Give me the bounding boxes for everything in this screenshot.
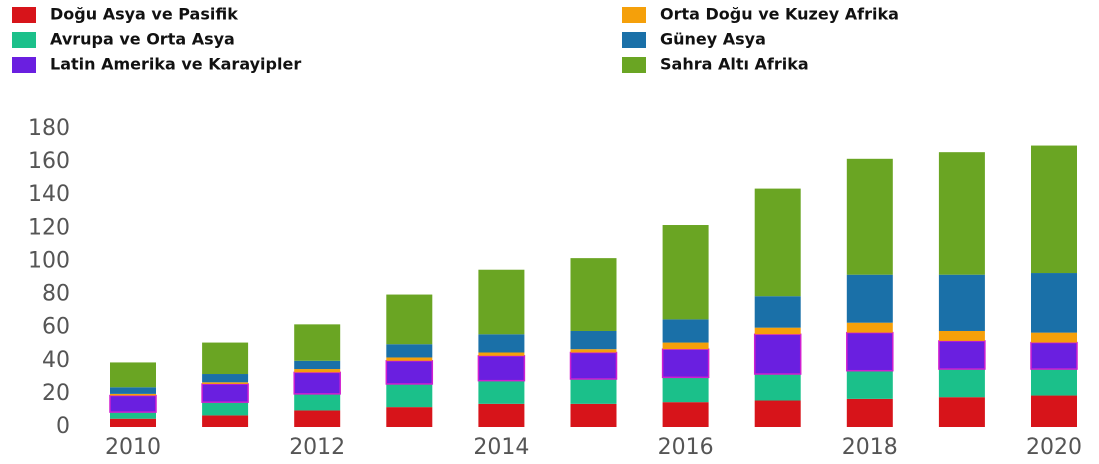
bar-segment: [662, 319, 709, 343]
bar-segment: [1031, 332, 1077, 343]
legend-label: Avrupa ve Orta Asya: [50, 30, 235, 49]
bar-segment: [294, 410, 341, 427]
bar-segment: [1031, 145, 1077, 274]
bar-segment: [846, 331, 894, 372]
bar-segment: [202, 415, 249, 427]
bar-segment: [1031, 369, 1077, 396]
y-tick-label: 180: [28, 116, 70, 141]
bar-segment: [754, 327, 801, 335]
bar-segment: [938, 330, 985, 341]
bar-segment: [294, 393, 341, 411]
bar-segment: [386, 344, 433, 358]
legend-swatch: [622, 7, 646, 23]
bar-segment: [201, 383, 249, 403]
bar-segment: [1031, 273, 1077, 333]
bar-segment: [569, 351, 618, 380]
bar-segment: [754, 400, 801, 427]
y-tick-label: 80: [42, 282, 70, 307]
y-tick-label: 40: [42, 348, 70, 373]
bar-segment: [938, 274, 985, 331]
bar-segment: [294, 360, 341, 370]
bar-segment: [477, 355, 526, 382]
bar-segment: [570, 403, 617, 427]
x-tick-label: 2012: [289, 435, 345, 460]
bar-segment: [846, 158, 893, 275]
legend-swatch: [12, 7, 36, 23]
bar-segment: [109, 394, 157, 413]
bar-segment: [478, 269, 525, 335]
bar-segment: [202, 382, 249, 384]
bar-segment: [846, 274, 893, 323]
y-tick-label: 0: [56, 414, 70, 439]
bar-segment: [385, 360, 434, 385]
bar-segment: [110, 412, 156, 419]
bar-segment: [386, 407, 433, 427]
legend-swatch: [622, 32, 646, 48]
x-tick-label: 2020: [1026, 435, 1082, 460]
bar-segment: [110, 418, 156, 427]
y-tick-label: 120: [28, 215, 70, 240]
legend-swatch: [12, 32, 36, 48]
bar-segment: [938, 340, 986, 370]
bar-segment: [570, 258, 617, 331]
bar-segment: [386, 383, 433, 408]
x-tick-label: 2014: [473, 435, 529, 460]
bar-segment: [110, 387, 156, 394]
y-tick-label: 140: [28, 182, 70, 207]
bar-segment: [662, 402, 709, 427]
bar-segment: [754, 188, 801, 297]
bar-segment: [661, 348, 710, 379]
bar-segment: [294, 324, 341, 361]
bar-segment: [570, 349, 617, 353]
bar-segment: [202, 342, 249, 375]
legend-swatch: [12, 57, 36, 73]
legend-label: Latin Amerika ve Karayipler: [50, 55, 301, 74]
bar-segment: [478, 352, 525, 356]
bar-segment: [478, 334, 525, 353]
bar-segment: [202, 374, 249, 383]
y-tick-label: 100: [28, 248, 70, 273]
legend-swatch: [622, 57, 646, 73]
legend-label: Doğu Asya ve Pasifik: [50, 5, 238, 24]
y-tick-label: 160: [28, 149, 70, 174]
bar-segment: [293, 371, 341, 395]
bar-segment: [846, 370, 893, 399]
bar-segment: [938, 369, 985, 398]
bar-segment: [570, 378, 617, 404]
bar-segment: [202, 402, 249, 416]
x-tick-label: 2018: [842, 435, 898, 460]
bar-segment: [386, 357, 433, 361]
bar-segment: [478, 380, 525, 404]
bar-segment: [386, 294, 433, 345]
bar-segment: [754, 374, 801, 401]
bar-segment: [1030, 341, 1078, 370]
bar-segment: [938, 397, 985, 427]
x-tick-label: 2016: [658, 435, 714, 460]
y-tick-label: 20: [42, 381, 70, 406]
bar-segment: [110, 393, 156, 396]
bar-segment: [662, 377, 709, 403]
legend-label: Orta Doğu ve Kuzey Afrika: [660, 5, 899, 24]
bar-segment: [662, 225, 709, 320]
bar-segment: [938, 152, 985, 275]
y-tick-label: 60: [42, 315, 70, 340]
bar-segment: [570, 330, 617, 350]
bar-segment: [753, 333, 802, 375]
legend-label: Sahra Altı Afrika: [660, 55, 809, 74]
bar-segment: [110, 362, 156, 388]
bar-segment: [846, 398, 893, 427]
bar-segment: [478, 403, 525, 427]
bar-segment: [846, 322, 893, 333]
bar-segment: [1031, 395, 1077, 427]
legend-label: Güney Asya: [660, 30, 766, 49]
bar-segment: [662, 342, 709, 350]
bar-segment: [754, 296, 801, 328]
x-tick-label: 2010: [105, 435, 161, 460]
bar-segment: [294, 369, 341, 373]
